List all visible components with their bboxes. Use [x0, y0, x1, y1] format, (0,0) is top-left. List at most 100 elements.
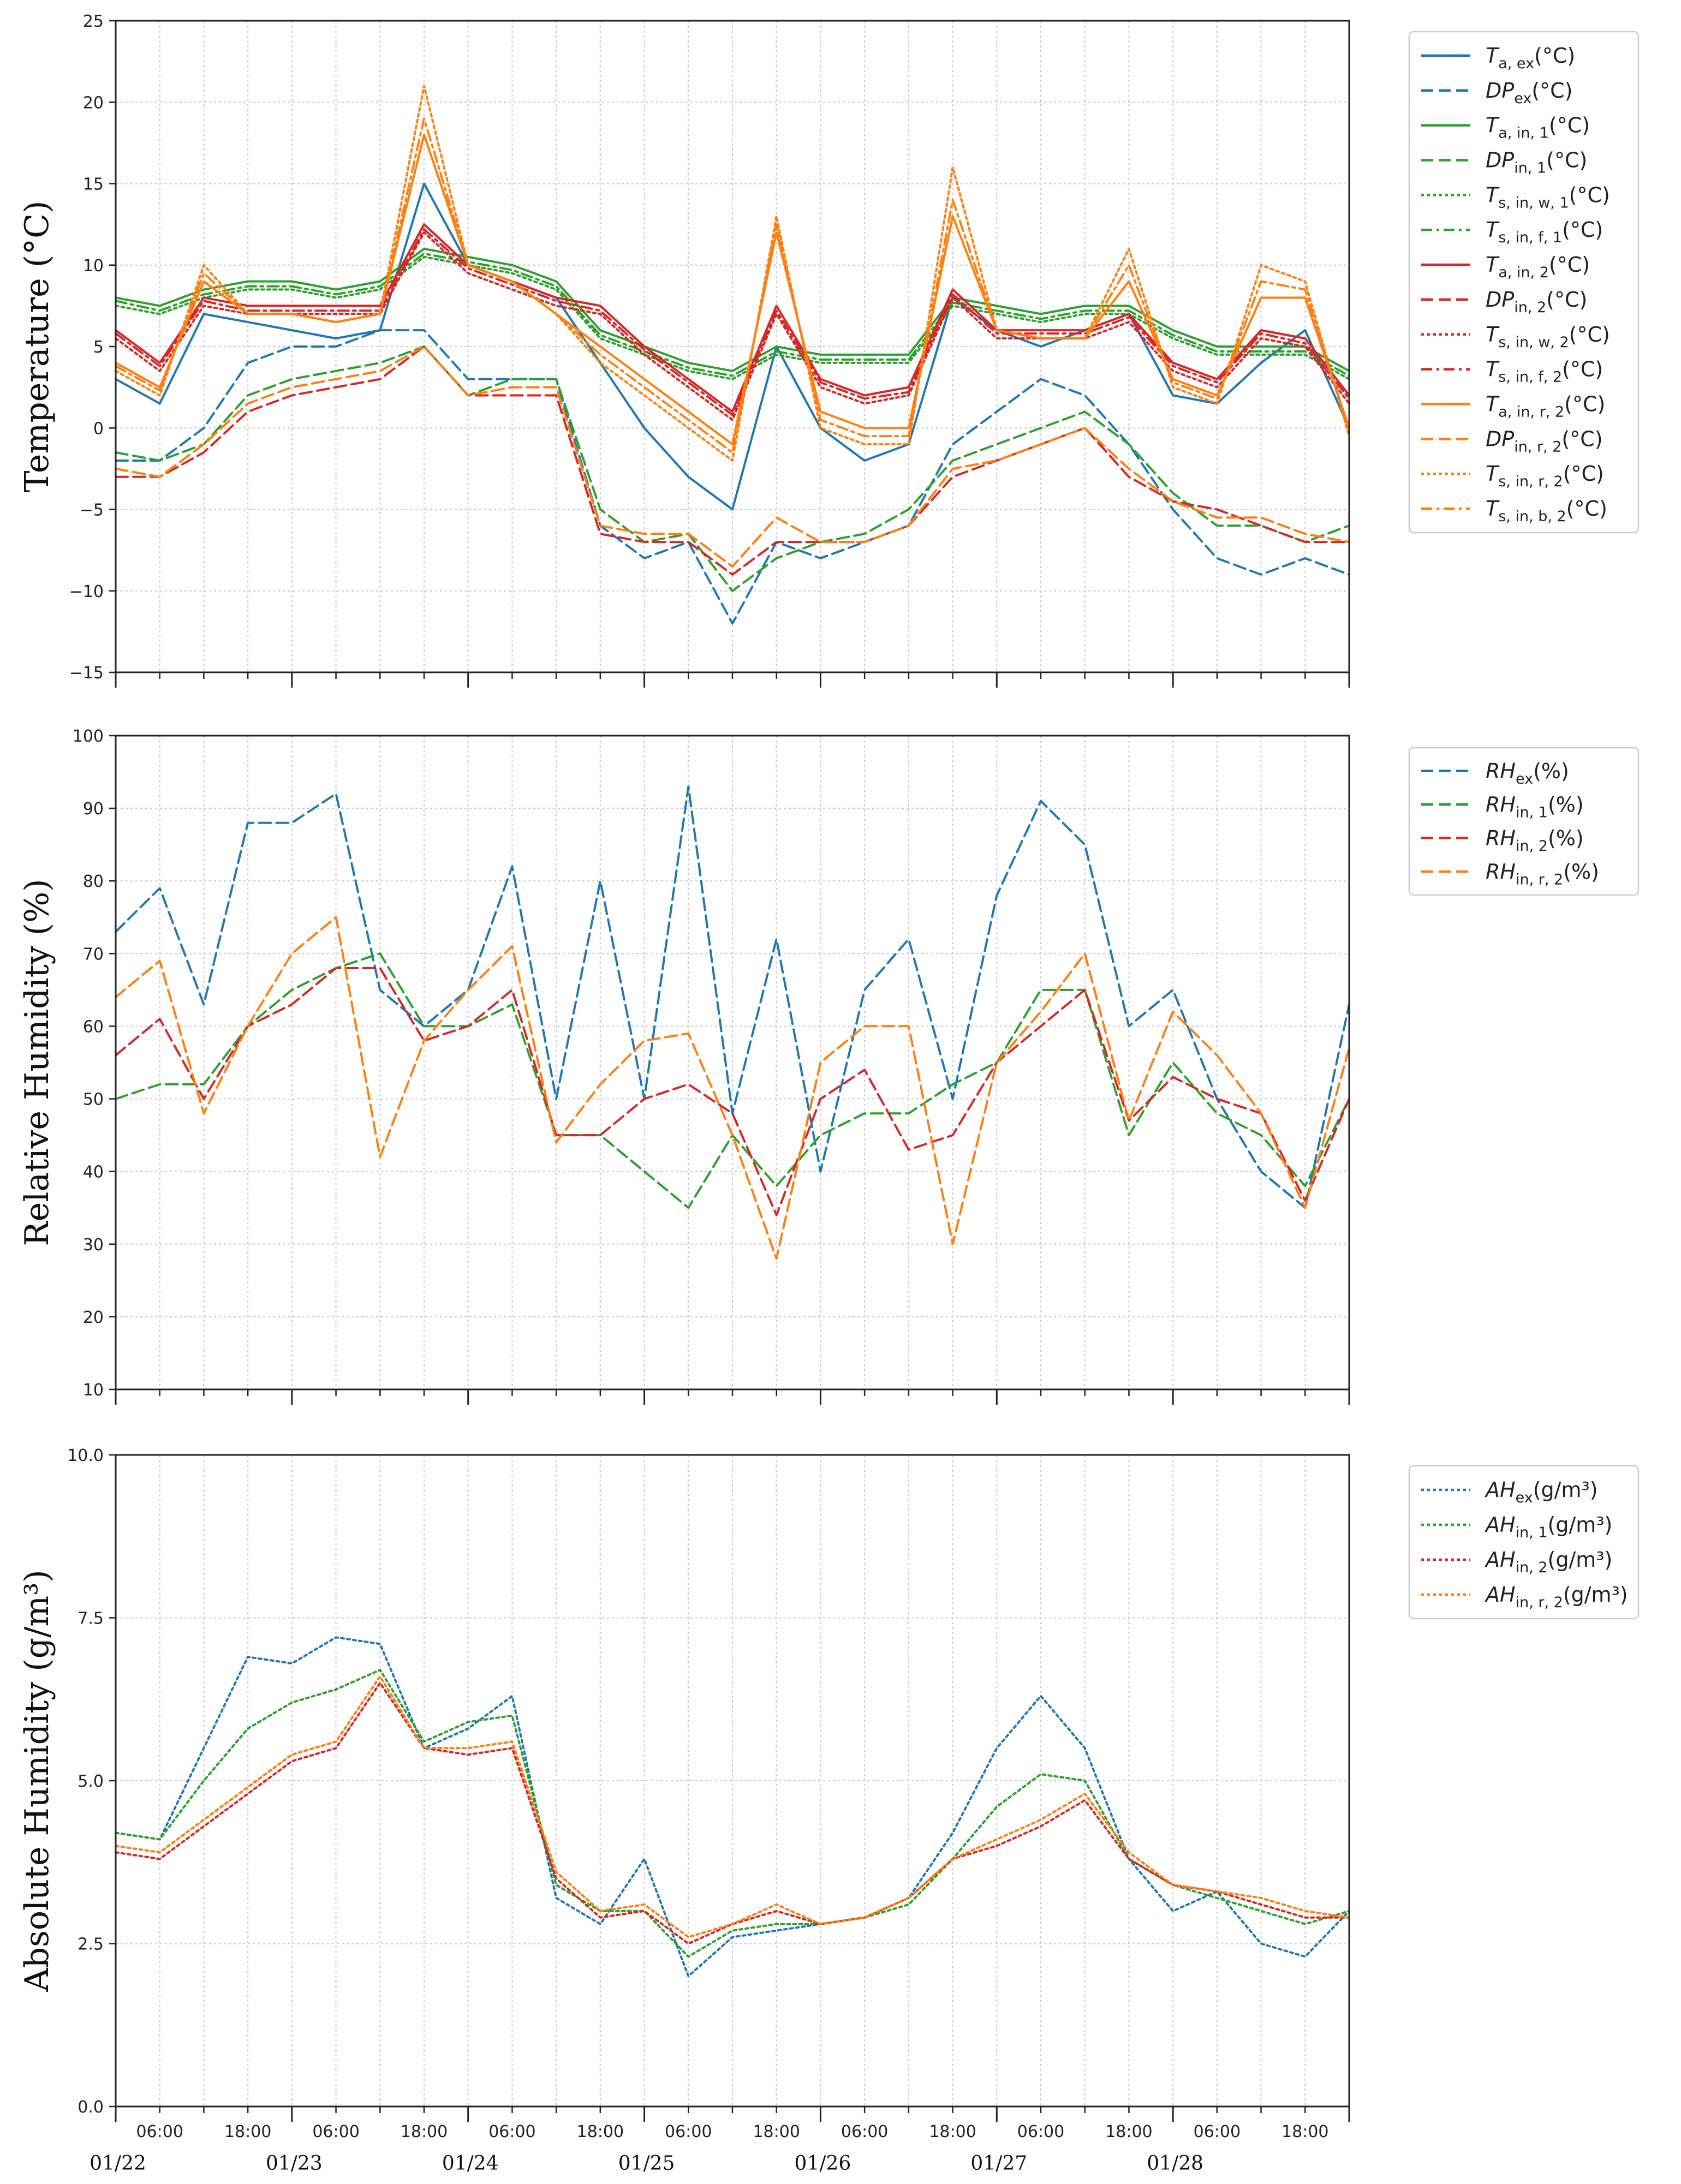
legend: AHex(g/m³)AHin, 1(g/m³)AHin, 2(g/m³)AHin… — [1408, 1465, 1640, 1620]
legend-unit: (°C) — [1561, 427, 1602, 451]
y-tick-label: 0.0 — [78, 2098, 104, 2117]
x-time-label: 06:00 — [1194, 2122, 1241, 2141]
legend-symbol: T — [1486, 253, 1500, 277]
legend-unit: (°C) — [1569, 323, 1610, 347]
legend-unit: (°C) — [1549, 253, 1590, 277]
legend-unit: (°C) — [1562, 218, 1603, 242]
legend-subscript: a, in, 2 — [1498, 264, 1549, 281]
y-tick-label: 20 — [83, 93, 104, 112]
legend-entry: Ts, in, f, 2(°C) — [1486, 357, 1603, 386]
x-date-label: 01/26 — [795, 2152, 851, 2175]
series-line-rh-ex — [115, 785, 1350, 1209]
legend-symbol: RH — [1486, 860, 1516, 884]
panel-temperature: −15 −10 −5 0 5 10 15 20 25 Temperature (°C) Ta, ex… — [18, 12, 1640, 688]
legend-unit: (°C) — [1549, 114, 1590, 138]
legend-subscript: a, ex — [1498, 55, 1534, 72]
legend-entry: Ta, ex(°C) — [1486, 44, 1575, 72]
series-line-t-s-in-f-1 — [115, 252, 1350, 377]
legend-entry: RHin, 1(%) — [1486, 792, 1584, 821]
x-time-label: 06:00 — [1017, 2122, 1064, 2141]
x-date-label: 01/22 — [90, 2152, 146, 2175]
legend-subscript: s, in, w, 2 — [1498, 334, 1569, 351]
legend-unit: (°C) — [1562, 357, 1603, 381]
legend-entry: Ts, in, w, 2(°C) — [1486, 323, 1610, 351]
axes-frame — [115, 20, 1350, 673]
legend-entry: DPin, r, 2(°C) — [1486, 427, 1603, 455]
legend-symbol: T — [1486, 392, 1500, 416]
y-tick-label: 25 — [83, 12, 104, 31]
legend-unit: (g/m³) — [1548, 1513, 1613, 1537]
y-axis-label: Relative Humidity (%) — [18, 879, 56, 1246]
legend-subscript: ex — [1516, 771, 1533, 787]
legend-subscript: a, in, r, 2 — [1498, 404, 1564, 421]
legend-entry: Ta, in, 1(°C) — [1486, 114, 1590, 142]
x-time-label: 18:00 — [753, 2122, 800, 2141]
legend-unit: (%) — [1533, 759, 1569, 783]
y-tick-label: 10 — [83, 256, 104, 276]
legend-symbol: RH — [1486, 792, 1516, 816]
legend-subscript: ex — [1514, 90, 1531, 107]
x-time-label: 06:00 — [665, 2122, 712, 2141]
series-line-t-s-in-w-2 — [115, 231, 1350, 421]
y-tick-label: 0 — [93, 419, 104, 438]
x-date-label: 01/28 — [1147, 2152, 1203, 2175]
legend-entry: Ts, in, r, 2(°C) — [1486, 462, 1604, 490]
legend-unit: (°C) — [1534, 44, 1575, 68]
series-line-t-a-in-2 — [115, 223, 1350, 413]
y-tick-label: 90 — [83, 799, 104, 819]
legend-subscript: in, 2 — [1516, 1559, 1548, 1576]
legend-subscript: s, in, r, 2 — [1498, 473, 1563, 490]
x-time-label: 06:00 — [841, 2122, 888, 2141]
x-time-label: 06:00 — [488, 2122, 535, 2141]
x-date-label: 01/27 — [970, 2152, 1027, 2175]
legend-subscript: s, in, b, 2 — [1498, 508, 1566, 525]
legend-symbol: AH — [1484, 1513, 1516, 1537]
legend-subscript: in, r, 2 — [1514, 438, 1561, 455]
legend-symbol: AH — [1484, 1583, 1516, 1607]
legend-entry: Ts, in, w, 1(°C) — [1486, 183, 1610, 211]
legend-unit: (%) — [1563, 860, 1599, 884]
legend-subscript: in, r, 2 — [1516, 871, 1563, 888]
legend-unit: (°C) — [1563, 462, 1604, 486]
legend-entry: RHex(%) — [1486, 759, 1569, 787]
legend-symbol: RH — [1486, 759, 1516, 783]
legend-entry: AHin, 2(g/m³) — [1484, 1548, 1612, 1576]
legend-subscript: s, in, f, 2 — [1498, 369, 1562, 386]
series-line-ah-ex — [115, 1636, 1350, 1978]
y-tick-label: 5 — [93, 338, 104, 357]
y-tick-label: 60 — [83, 1017, 104, 1036]
series-line-dp-ex — [115, 329, 1350, 625]
legend-subscript: ex — [1516, 1489, 1533, 1506]
legend-unit: (°C) — [1566, 497, 1607, 521]
y-tick-label: −15 — [69, 664, 104, 683]
y-axis-label: Temperature (°C) — [18, 201, 56, 493]
legend-unit: (%) — [1548, 792, 1584, 816]
y-tick-label: −10 — [69, 582, 104, 601]
y-tick-label: 5.0 — [78, 1772, 104, 1791]
x-time-label: 18:00 — [929, 2122, 976, 2141]
series-line-t-a-ex — [115, 182, 1350, 511]
y-tick-label: 30 — [83, 1236, 104, 1255]
legend-subscript: in, 1 — [1516, 804, 1548, 821]
legend-entry: AHin, r, 2(g/m³) — [1484, 1583, 1628, 1611]
x-time-label: 18:00 — [1281, 2122, 1328, 2141]
x-time-label: 18:00 — [577, 2122, 624, 2141]
legend-symbol: T — [1486, 357, 1500, 381]
legend-entry: Ta, in, r, 2(°C) — [1486, 392, 1605, 421]
panel-relative_humidity: 10 20 30 40 50 60 70 80 90 100 Relative Humidity (… — [18, 727, 1640, 1405]
legend-unit: (°C) — [1564, 392, 1605, 416]
x-time-label: 06:00 — [312, 2122, 359, 2141]
y-tick-label: 100 — [73, 727, 104, 746]
legend-entry: Ta, in, 2(°C) — [1486, 253, 1590, 281]
legend-box — [1408, 31, 1640, 534]
y-tick-label: 15 — [83, 175, 104, 194]
legend-box — [1408, 1465, 1640, 1620]
axes-frame — [115, 1454, 1350, 2108]
y-tick-label: −5 — [80, 501, 104, 520]
series-line-ah-in-2 — [115, 1681, 1350, 1945]
legend-box — [1408, 747, 1640, 896]
y-tick-label: 10.0 — [67, 1446, 104, 1465]
legend-symbol: T — [1486, 218, 1500, 242]
series-line-t-s-in-b-2 — [115, 117, 1350, 453]
legend-entry: AHin, 1(g/m³) — [1484, 1513, 1612, 1541]
